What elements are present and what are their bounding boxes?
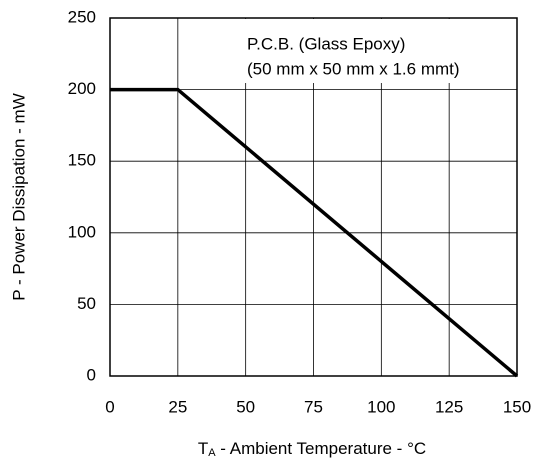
x-tick-label: 50 — [236, 397, 255, 416]
y-axis-label: P - Power Dissipation - mW — [9, 93, 28, 301]
y-tick-label: 0 — [87, 365, 96, 384]
x-tick-label: 100 — [367, 397, 395, 416]
annotation: P.C.B. (Glass Epoxy) — [247, 34, 405, 53]
y-tick-label: 250 — [68, 7, 96, 26]
x-tick-label: 0 — [105, 397, 114, 416]
x-tick-label: 125 — [435, 397, 463, 416]
plot-border — [109, 17, 518, 377]
x-axis-label-text: - Ambient Temperature - °C — [216, 439, 427, 458]
x-tick-label: 75 — [304, 397, 323, 416]
x-axis-label-subscript: A — [208, 447, 216, 459]
x-axis-label-symbol: T — [198, 439, 208, 458]
x-axis-label: TA - Ambient Temperature - °C — [198, 439, 426, 458]
x-tick-label: 25 — [168, 397, 187, 416]
annotation-background — [244, 19, 516, 83]
x-tick-label: 150 — [503, 397, 531, 416]
plot-area: 0 50 100 150 200 250 0 25 50 75 100 125 150 P.C.B. (G… — [68, 7, 532, 416]
y-tick-label: 200 — [68, 79, 96, 98]
y-tick-label: 50 — [77, 294, 96, 313]
y-tick-label: 150 — [68, 151, 96, 170]
data-line — [110, 87, 519, 378]
y-tick-label: 100 — [68, 222, 96, 241]
annotation: (50 mm x 50 mm x 1.6 mmt) — [247, 59, 460, 78]
